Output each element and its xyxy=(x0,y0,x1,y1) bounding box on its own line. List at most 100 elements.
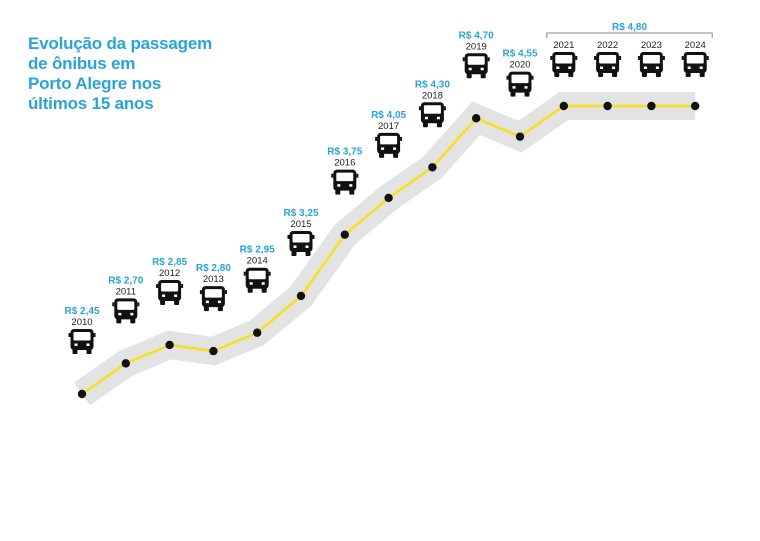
bus-wheel-right xyxy=(655,72,661,77)
bus-wheel-right xyxy=(86,349,92,354)
bus-wheel-left xyxy=(379,152,385,158)
bus-wheel-right xyxy=(349,189,355,195)
bus-headlight-right xyxy=(86,343,90,346)
bus-headlight-right xyxy=(130,312,134,316)
bus-icon-2013 xyxy=(199,286,227,312)
bus-wheel-left xyxy=(72,349,78,354)
bus-mirror-right xyxy=(619,56,622,60)
bus-headlight-left xyxy=(162,294,166,297)
year-label-2022: 2022 xyxy=(597,40,618,51)
bus-mirror-right xyxy=(268,271,271,276)
year-label-2015: 2015 xyxy=(290,219,311,230)
bus-window xyxy=(380,135,398,145)
bus-wheel-right xyxy=(699,72,705,77)
bus-headlight-left xyxy=(424,116,428,120)
bus-wheel-right xyxy=(480,73,486,79)
bus-mirror-left xyxy=(418,106,421,111)
price-label-2014: R$ 2,95 xyxy=(240,245,275,256)
data-point-2016 xyxy=(340,230,349,239)
bus-window xyxy=(467,56,485,65)
bus-wheel-left xyxy=(510,91,516,97)
bus-mirror-left xyxy=(637,56,640,60)
bus-mirror-left xyxy=(681,56,684,60)
data-point-2021 xyxy=(559,101,568,111)
data-point-2010 xyxy=(77,389,87,399)
bus-icon-2024 xyxy=(681,52,709,77)
bus-icon-2012 xyxy=(156,279,184,305)
bus-window xyxy=(511,74,529,84)
bus-headlight-left xyxy=(337,184,341,187)
bus-window xyxy=(336,172,354,182)
year-label-2021: 2021 xyxy=(553,40,574,51)
data-point-2012 xyxy=(165,340,174,350)
bus-wheel-left xyxy=(335,189,341,195)
price-label-2019: R$ 4,70 xyxy=(459,30,494,41)
bus-mirror-right xyxy=(487,57,490,62)
bus-headlight-right xyxy=(699,66,703,69)
bus-headlight-left xyxy=(600,66,604,69)
bus-mirror-left xyxy=(287,234,290,239)
bus-wheel-right xyxy=(524,91,530,97)
bus-headlight-left xyxy=(556,66,560,69)
bus-icon-2011 xyxy=(112,298,140,324)
bus-mirror-left xyxy=(375,136,378,141)
bus-mirror-left xyxy=(243,271,246,276)
price-label-2013: R$ 2,80 xyxy=(196,263,231,274)
bus-wheel-right xyxy=(130,318,136,324)
bus-wheel-left xyxy=(247,287,253,293)
bus-wheel-left xyxy=(554,72,560,77)
bus-headlight-left xyxy=(118,312,122,316)
bus-headlight-right xyxy=(174,294,178,297)
data-point-2020 xyxy=(515,132,525,141)
bus-icon-2017 xyxy=(375,132,403,158)
year-label-2017: 2017 xyxy=(378,121,399,132)
bus-mirror-left xyxy=(331,173,334,178)
bus-mirror-right xyxy=(706,56,709,60)
bus-wheel-left xyxy=(598,72,604,77)
bus-mirror-left xyxy=(506,75,509,80)
bus-window xyxy=(117,301,135,310)
bus-mirror-left xyxy=(594,56,597,60)
price-label-2010: R$ 2,45 xyxy=(64,306,99,317)
bus-mirror-left xyxy=(550,56,553,60)
bus-mirror-right xyxy=(93,333,96,337)
price-label-2015: R$ 3,25 xyxy=(283,208,318,219)
bus-mirror-left xyxy=(462,57,465,62)
bus-wheel-left xyxy=(203,306,209,312)
data-point-2014 xyxy=(253,328,262,337)
price-label-2018: R$ 4,30 xyxy=(415,79,450,90)
data-point-2018 xyxy=(428,163,437,172)
price-label-2012: R$ 2,85 xyxy=(152,257,187,268)
bus-icon-2023 xyxy=(637,52,665,77)
title-line-3: Porto Alegre nos xyxy=(28,74,162,93)
bus-wheel-left xyxy=(641,72,647,77)
bus-icon-2019 xyxy=(462,53,490,79)
bus-headlight-right xyxy=(655,66,659,69)
bus-wheel-left xyxy=(685,72,691,77)
year-label-2018: 2018 xyxy=(422,90,443,101)
year-label-2014: 2014 xyxy=(247,256,268,267)
bus-wheel-left xyxy=(422,122,428,128)
bus-mirror-right xyxy=(224,290,227,295)
bus-mirror-left xyxy=(199,290,202,295)
bus-wheel-left xyxy=(466,73,472,79)
bus-wheel-left xyxy=(160,299,166,305)
bus-window xyxy=(292,233,310,243)
bus-wheel-right xyxy=(217,306,223,312)
bus-headlight-right xyxy=(261,282,265,285)
bus-wheel-left xyxy=(291,250,297,256)
bus-mirror-right xyxy=(356,173,359,178)
year-label-2011: 2011 xyxy=(116,286,136,297)
bus-headlight-right xyxy=(612,66,616,69)
year-label-2019: 2019 xyxy=(466,41,487,52)
bus-headlight-right xyxy=(480,67,484,71)
year-label-2010: 2010 xyxy=(71,317,92,328)
data-point-2023 xyxy=(647,101,656,111)
year-label-2024: 2024 xyxy=(685,40,706,51)
bus-wheel-right xyxy=(393,152,399,158)
price-bracket xyxy=(546,32,713,38)
title-line-4: últimos 15 anos xyxy=(28,94,154,113)
bus-window xyxy=(161,282,179,292)
bus-wheel-right xyxy=(174,299,180,305)
